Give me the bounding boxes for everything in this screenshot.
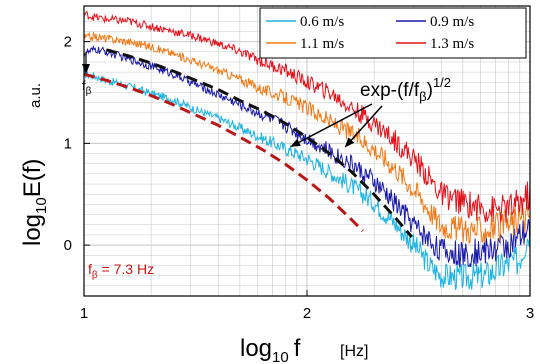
- fit-label: exp-(f/fβ)1/2: [360, 75, 451, 104]
- y-axis-label-var: E(f): [19, 159, 46, 198]
- fbeta-value: fβ = 7.3 Hz: [88, 261, 154, 281]
- legend-label-3: 1.3 m/s: [430, 36, 474, 52]
- fit-curve-0: [105, 48, 413, 238]
- legend-box: [259, 7, 527, 59]
- series-layer: [84, 10, 530, 291]
- y-tick-label: 0: [64, 237, 72, 254]
- fit-arrow-black: [290, 103, 373, 147]
- y-axis-unit: a.u.: [27, 83, 44, 108]
- fit-curve-1: [84, 72, 364, 232]
- fit-label-close: ): [427, 80, 433, 101]
- series-line-1: [84, 44, 530, 268]
- x-axis-label-subscript: 10: [272, 349, 289, 364]
- x-tick-label: 3: [526, 305, 534, 322]
- fit-layer: [84, 48, 413, 238]
- y-axis-label: log10E(f): [19, 159, 50, 246]
- legend-label-1: 0.9 m/s: [430, 14, 474, 30]
- fit-label-superscript: 1/2: [433, 75, 451, 90]
- series-line-0: [84, 70, 530, 291]
- legend: 0.6 m/s 0.9 m/s 1.1 m/s 1.3 m/s: [259, 7, 527, 59]
- x-axis-label: log10 f: [240, 335, 301, 364]
- axis-ticks: 1 2 3 0 1 2: [64, 34, 535, 322]
- y-tick-label: 1: [64, 135, 72, 152]
- x-axis-unit: [Hz]: [340, 343, 368, 360]
- legend-label-2: 1.1 m/s: [300, 36, 344, 52]
- y-tick-label: 2: [64, 34, 72, 51]
- y-axis-label-subscript: 10: [33, 197, 50, 214]
- fit-label-subscript: β: [419, 89, 426, 104]
- x-tick-label: 1: [80, 305, 88, 322]
- series-line-3: [84, 10, 530, 224]
- fit-arrow-red: [344, 105, 383, 148]
- x-axis-label-var: f: [294, 335, 301, 362]
- legend-label-0: 0.6 m/s: [300, 14, 344, 30]
- series-line-2: [84, 30, 530, 244]
- fbeta-marker-label: fβ: [82, 78, 92, 97]
- x-tick-label: 2: [303, 305, 311, 322]
- fit-annotation: exp-(f/fβ)1/2: [290, 75, 451, 148]
- fbeta-marker: fβ: [82, 52, 92, 97]
